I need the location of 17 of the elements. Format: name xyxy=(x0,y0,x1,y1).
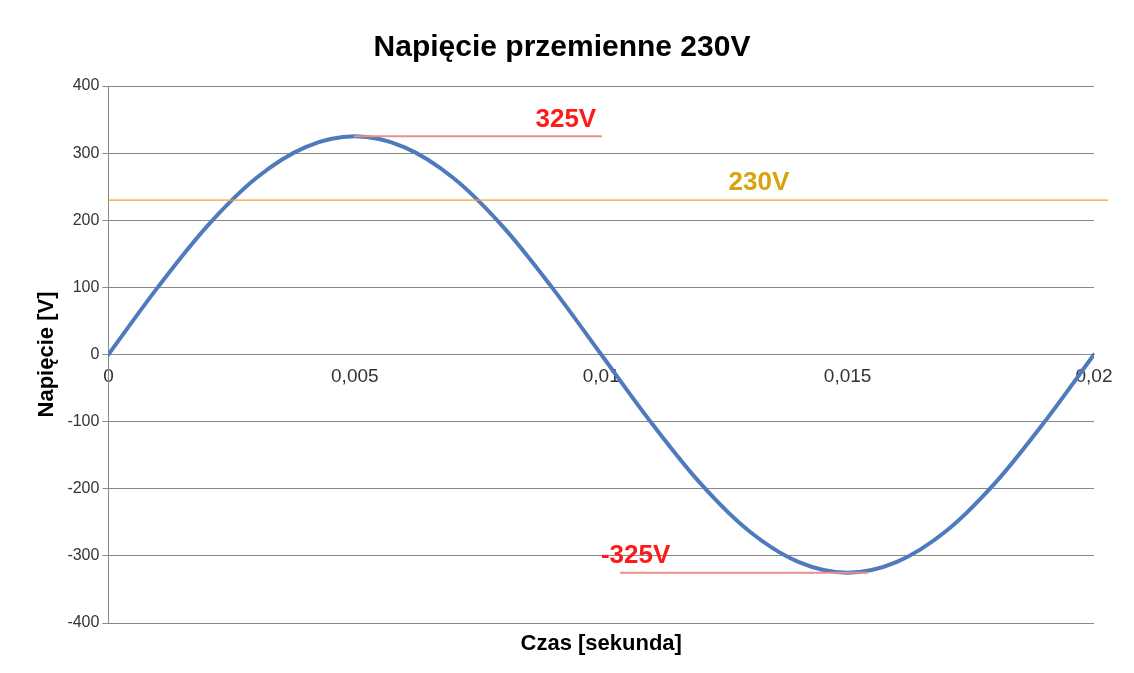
y-tick-label: -300 xyxy=(67,546,100,564)
y-tick-label: -400 xyxy=(67,613,100,631)
y-tick-label: 0 xyxy=(90,344,100,362)
y-tick-label: -100 xyxy=(67,412,100,430)
x-axis-title: Czas [sekunda] xyxy=(520,630,682,656)
y-tick-label: 300 xyxy=(72,143,100,161)
y-tick-label: 400 xyxy=(72,76,100,94)
x-tick-label: 0,015 xyxy=(823,365,872,387)
y-tick-label: 200 xyxy=(72,210,100,228)
y-axis-title: Napięcie [V] xyxy=(33,291,59,418)
chart-title: Napięcie przemienne 230V xyxy=(373,29,751,63)
y-tick-label: -200 xyxy=(67,479,100,497)
x-tick-label: 0,005 xyxy=(331,365,379,387)
y-tick-label: 100 xyxy=(72,277,100,295)
annotation: 325V xyxy=(535,102,597,133)
ref-line-label: 230V xyxy=(728,166,790,197)
annotation: -325V xyxy=(600,538,671,569)
